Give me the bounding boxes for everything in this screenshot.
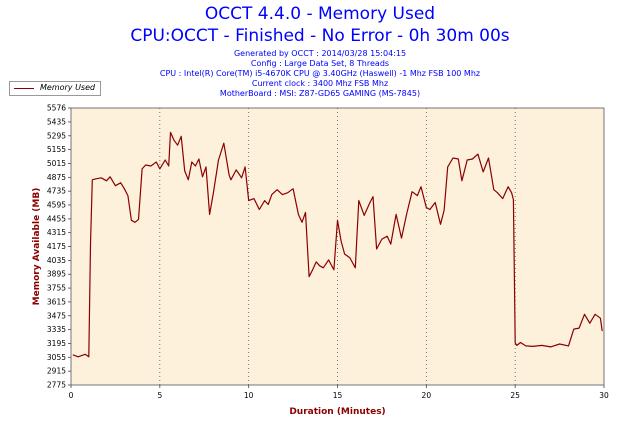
y-tick-label: 4315 [47, 228, 66, 237]
info-motherboard: MotherBoard : MSI: Z87-GD65 GAMING (MS-7… [219, 89, 421, 98]
y-tick-label: 5435 [47, 117, 66, 126]
y-tick-label: 4595 [47, 201, 66, 210]
y-tick-label: 5576 [47, 104, 66, 113]
chart-subtitle: CPU:OCCT - Finished - No Error - 0h 30m … [130, 26, 510, 46]
legend-swatch [14, 88, 34, 89]
series-line-memory-used [72, 131, 603, 358]
info-cpu: CPU : Intel(R) Core(TM) i5-4670K CPU @ 3… [159, 69, 481, 78]
y-tick-label: 3755 [47, 284, 66, 293]
x-tick-label: 0 [69, 391, 74, 400]
y-tick-label: 4035 [47, 256, 66, 265]
y-tick-label: 5015 [47, 159, 66, 168]
y-tick-label: 2915 [47, 367, 66, 376]
info-clock: Current clock : 3400 Mhz FSB Mhz [251, 79, 389, 88]
y-tick-label: 5155 [47, 145, 66, 154]
y-tick-label: 5295 [47, 131, 66, 140]
y-tick-label: 4455 [47, 214, 66, 223]
y-tick-label: 3615 [47, 297, 66, 306]
x-tick-label: 30 [599, 391, 609, 400]
x-tick-label: 10 [244, 391, 254, 400]
y-tick-label: 3055 [47, 353, 66, 362]
y-tick-label: 3195 [47, 339, 66, 348]
y-tick-label: 4175 [47, 242, 66, 251]
legend: Memory Used [9, 81, 101, 96]
x-axis-label: Duration (Minutes) [289, 407, 385, 417]
y-axis-label: Memory Available (MB) [32, 188, 42, 306]
info-config: Config : Large Data Set, 8 Threads [250, 59, 390, 68]
x-tick-label: 5 [157, 391, 162, 400]
y-tick-label: 2775 [47, 381, 66, 390]
x-axis-ticks: 0 5 10 15 20 25 30 [69, 385, 609, 400]
x-tick-label: 25 [510, 391, 520, 400]
y-tick-label: 3335 [47, 325, 66, 334]
y-axis-ticks: 2775 2915 3055 3195 3335 3475 3615 3755 3895 4035… [47, 104, 71, 390]
x-tick-label: 15 [333, 391, 343, 400]
x-tick-label: 20 [422, 391, 432, 400]
legend-label: Memory Used [40, 83, 96, 92]
info-generated: Generated by OCCT : 2014/03/28 15:04:15 [233, 49, 407, 58]
y-tick-label: 4735 [47, 187, 66, 196]
chart-title: OCCT 4.4.0 - Memory Used [204, 4, 436, 24]
axes [70, 107, 605, 386]
y-tick-label: 3475 [47, 311, 66, 320]
y-tick-label: 4875 [47, 173, 66, 182]
y-tick-label: 3895 [47, 270, 66, 279]
plot-area [71, 108, 604, 385]
